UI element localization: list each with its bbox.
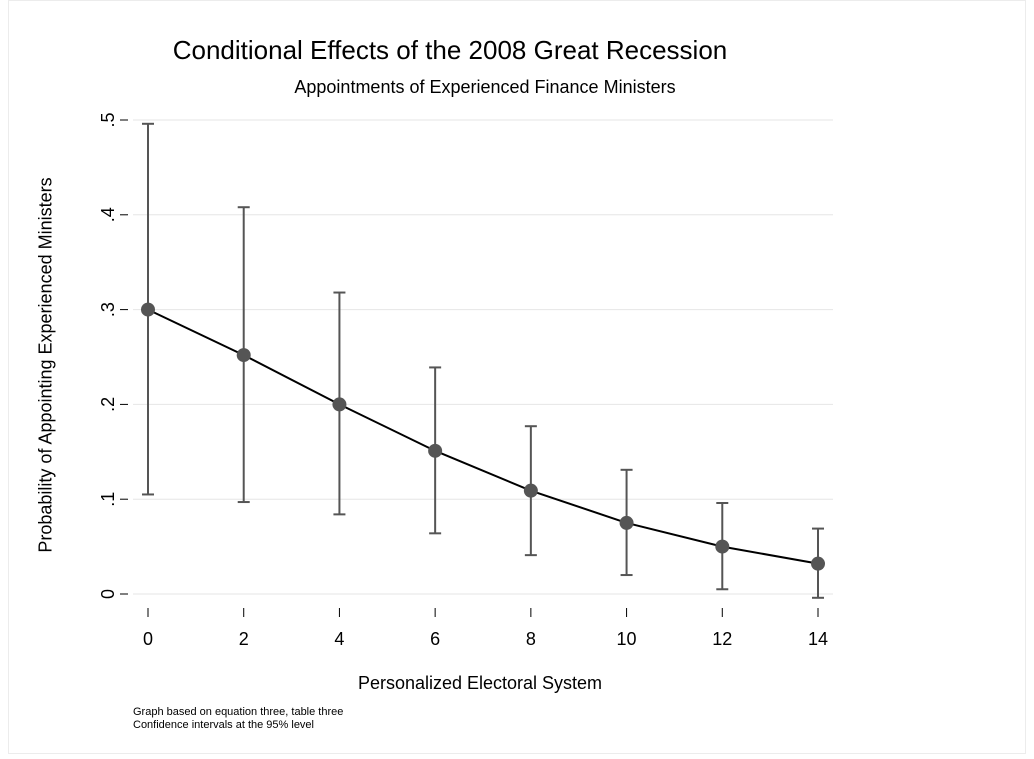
y-tick-label: .2: [98, 397, 118, 412]
chart-title: Conditional Effects of the 2008 Great Re…: [172, 35, 728, 65]
data-point: [715, 539, 730, 554]
x-tick-label: 2: [239, 629, 249, 649]
data-point: [332, 397, 347, 412]
data-markers: [141, 302, 825, 571]
data-point: [236, 348, 251, 363]
data-point: [523, 483, 538, 498]
grid-lines: [133, 119, 833, 595]
y-tick-label: .1: [98, 492, 118, 507]
y-tick-label: .4: [98, 207, 118, 222]
data-point: [141, 302, 155, 317]
data-point: [619, 515, 634, 530]
data-point: [811, 556, 825, 571]
x-tick-label: 0: [143, 629, 153, 649]
footnote-confidence: Confidence intervals at the 95% level: [133, 719, 314, 731]
y-tick-label: .3: [98, 302, 118, 317]
footnote-equation: Graph based on equation three, table thr…: [133, 706, 344, 718]
x-tick-label: 6: [430, 629, 440, 649]
x-axis-label: Personalized Electoral System: [357, 673, 603, 693]
series-line: [147, 308, 819, 565]
axes: 0 .1 .2 .3 .4 .5 0 2 4 6 8 10 12 14: [98, 112, 828, 649]
data-point: [428, 443, 443, 458]
x-tick-label: 4: [334, 629, 344, 649]
series-line-path: [147, 308, 819, 565]
chart-frame: [8, 0, 1026, 754]
y-tick-label: .5: [98, 112, 118, 127]
x-tick-label: 8: [526, 629, 536, 649]
y-tick-label: 0: [98, 589, 118, 599]
chart-subtitle: Appointments of Experienced Finance Mini…: [294, 77, 676, 97]
x-tick-label: 14: [808, 629, 828, 649]
x-tick-label: 12: [712, 629, 732, 649]
x-tick-label: 10: [617, 629, 637, 649]
